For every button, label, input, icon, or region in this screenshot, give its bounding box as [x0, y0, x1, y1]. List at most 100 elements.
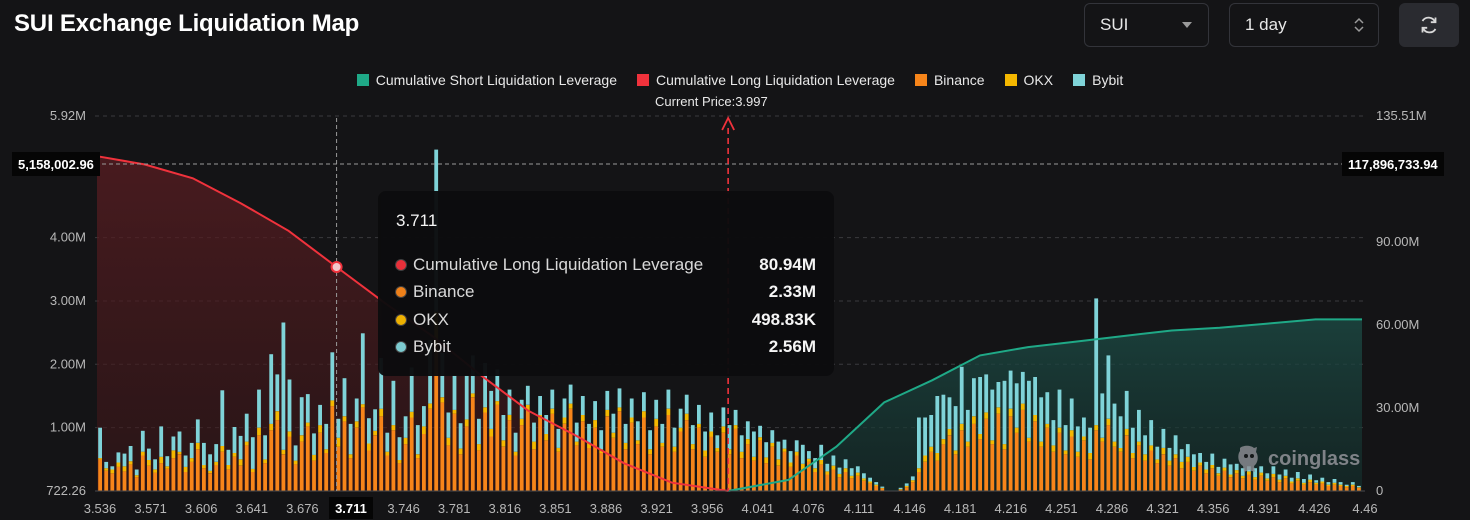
bybit-bar [128, 446, 133, 462]
okx-bar [159, 456, 164, 464]
okx-bar [208, 470, 212, 474]
binance-bar [250, 472, 255, 491]
x-tick: 3.851 [539, 501, 572, 516]
bybit-bar [98, 427, 102, 459]
binance-bar [1222, 470, 1227, 491]
okx-bar [611, 432, 616, 438]
okx-bar [1094, 425, 1099, 431]
period-select[interactable]: 1 day [1229, 3, 1379, 47]
bybit-bar [354, 398, 359, 422]
okx-bar [263, 459, 267, 464]
okx-bar [923, 455, 927, 462]
bybit-bar [929, 415, 934, 447]
bybit-bar [813, 458, 817, 469]
binance-bar [910, 482, 915, 491]
binance-bar [397, 463, 402, 491]
okx-bar [1277, 479, 1282, 483]
okx-bar [660, 442, 665, 447]
okx-bar [1051, 445, 1056, 452]
binance-bar [134, 477, 139, 491]
legend-label: OKX [1023, 72, 1054, 88]
tooltip-dot [396, 259, 406, 270]
legend-item[interactable]: Binance [914, 72, 985, 88]
bybit-bar [238, 435, 243, 460]
binance-bar [1308, 482, 1312, 491]
okx-bar [635, 440, 640, 445]
binance-bar [611, 437, 616, 491]
bybit-bar [923, 417, 927, 456]
okx-bar [1100, 437, 1105, 442]
bybit-bar [1265, 473, 1270, 479]
okx-bar [648, 449, 652, 455]
okx-bar [1240, 475, 1245, 479]
coinglass-logo: coinglass [1234, 444, 1360, 474]
bybit-bar [263, 435, 267, 460]
okx-bar [1069, 430, 1074, 437]
okx-bar [165, 466, 170, 469]
okx-bar [654, 418, 659, 427]
binance-bar [660, 446, 665, 491]
legend-item[interactable]: OKX [1004, 72, 1054, 88]
bybit-bar [464, 375, 469, 420]
okx-bar [403, 437, 408, 445]
bybit-bar [1302, 479, 1306, 483]
okx-bar [287, 431, 292, 437]
binance-bar [990, 444, 995, 491]
binance-bar [764, 463, 769, 491]
binance-bar [1302, 484, 1306, 491]
binance-bar [532, 449, 536, 491]
binance-bar [1247, 474, 1251, 491]
bybit-bar [360, 333, 365, 405]
x-tick: 3.921 [640, 501, 673, 516]
bybit-bar [709, 412, 714, 432]
short-cumulative-line [727, 318, 1362, 492]
binance-bar [733, 428, 738, 491]
binance-bar [898, 489, 903, 491]
bybit-bar [898, 487, 903, 490]
binance-bar [140, 455, 145, 491]
refresh-button[interactable] [1399, 3, 1459, 47]
bybit-bar [159, 426, 164, 457]
tooltip-value: 2.56M [768, 337, 816, 357]
tooltip-row: OKX 498.83K [396, 306, 816, 334]
binance-bar [1357, 487, 1361, 491]
coin-select[interactable]: SUI [1084, 3, 1209, 47]
binance-bar [635, 444, 640, 491]
bybit-bar [195, 419, 200, 443]
bybit-bar [807, 451, 811, 459]
bybit-bar [1357, 485, 1361, 488]
bybit-bar [1088, 427, 1092, 453]
x-tick: 3.886 [590, 501, 623, 516]
binance-bar [257, 435, 261, 491]
okx-bar [360, 404, 365, 408]
bybit-bar [226, 449, 231, 465]
legend-item[interactable]: Bybit [1073, 72, 1123, 88]
bybit-bar [556, 428, 561, 448]
bybit-bar [874, 482, 879, 485]
bybit-bar [1075, 426, 1080, 452]
legend-item[interactable]: Cumulative Short Liquidation Leverage [356, 72, 617, 88]
binance-bar [525, 409, 530, 491]
binance-bar [348, 458, 353, 491]
okx-bar [1137, 441, 1141, 446]
y-right-tick: 60.00M [1376, 317, 1419, 332]
okx-bar [440, 397, 445, 403]
bybit-bar [941, 394, 946, 439]
binance-bar [831, 469, 836, 491]
binance-bar [1277, 482, 1282, 491]
okx-bar [733, 425, 738, 429]
bybit-bar [880, 486, 885, 488]
bybit-bar [1314, 480, 1319, 483]
legend-item[interactable]: Cumulative Long Liquidation Leverage [637, 72, 895, 88]
binance-bar [770, 446, 775, 491]
okx-bar [214, 461, 219, 466]
bybit-bar [1027, 380, 1031, 438]
bybit-bar [1192, 454, 1196, 467]
okx-bar [324, 449, 329, 453]
bybit-bar [935, 396, 940, 453]
okx-bar [1338, 484, 1343, 486]
okx-bar [1357, 487, 1361, 488]
okx-bar [1283, 475, 1288, 479]
binance-bar [813, 472, 817, 491]
okx-bar [1265, 478, 1270, 481]
